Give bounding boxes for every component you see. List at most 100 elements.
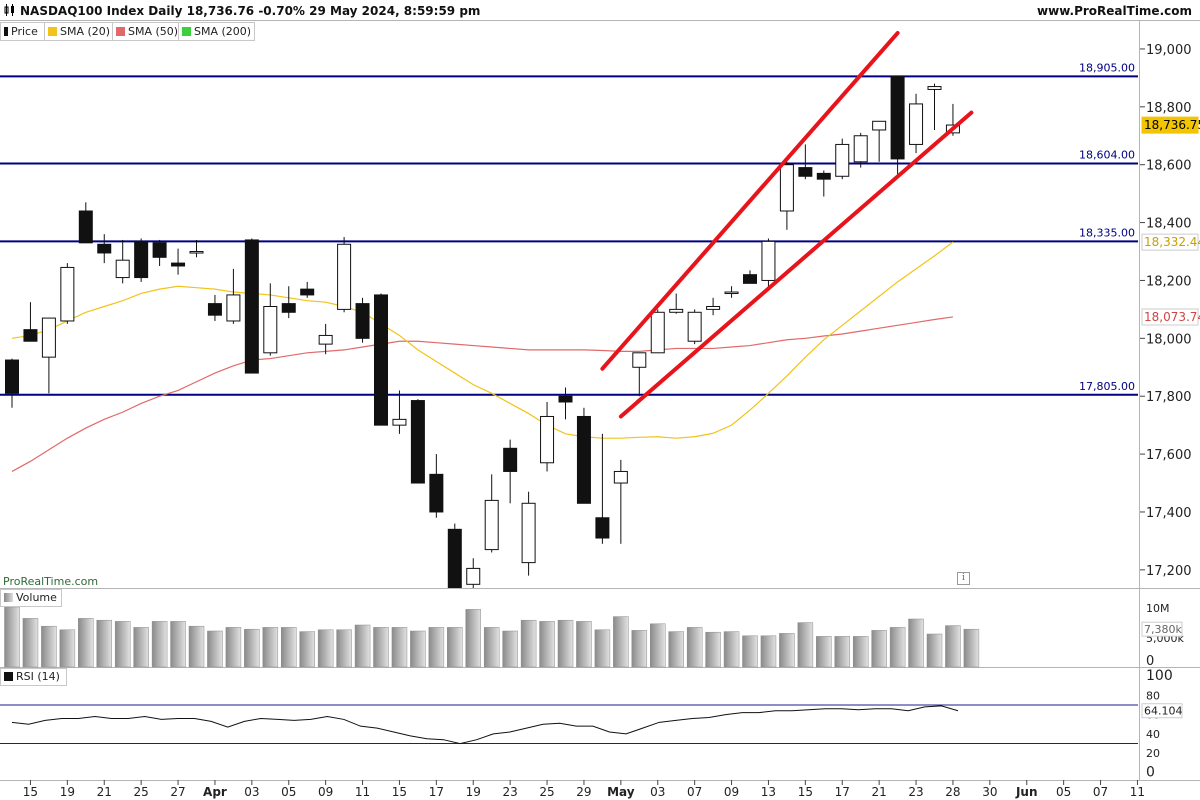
candle-body [5,359,19,394]
sma50-line [11,316,954,472]
candle [41,317,56,394]
x-tick-label: 17 [835,785,850,799]
volume-tick-label: 0 [1146,654,1154,669]
trendline [618,110,974,419]
candle-body [835,143,850,177]
candle [687,309,702,345]
legend-sma50[interactable]: SMA (50) [112,22,183,41]
candle [23,302,38,342]
candle-body [687,311,702,342]
volume-bar [539,621,555,668]
volume-bar [299,631,315,668]
x-tick-label: 05 [1056,785,1071,799]
price-swatch-icon [4,27,8,36]
volume-bar [871,630,887,668]
price-label: 18,073.74 [1141,308,1200,326]
x-tick-label: 17 [429,785,444,799]
candle [115,239,130,284]
volume-bar [797,622,814,668]
candle-body [761,240,776,281]
candle [632,352,647,397]
candle [171,248,186,275]
trendline [600,31,900,371]
candle-body [374,294,388,426]
candle-body [779,164,794,212]
price-axis: 17,200 17,400 17,600 17,800 18,000 18,200 18,4… [1140,43,1200,579]
x-tick-label: 28 [945,785,960,799]
candle [337,237,352,313]
candle [835,138,850,180]
candle-body [60,266,75,322]
volume-bar [133,627,149,668]
volume-bar [502,630,518,668]
legend-price[interactable]: Price [0,22,47,41]
y-tick-label: 17,200 [1146,564,1192,579]
candle [134,238,149,282]
candle [189,239,204,258]
rsi-legend[interactable]: RSI (14) [0,668,67,686]
volume-bar [705,631,721,668]
legend-sma200[interactable]: SMA (200) [178,22,255,41]
x-tick-label: 23 [908,785,923,799]
rsi-line [11,705,959,745]
candle-body [706,306,721,310]
volume-bar [483,627,500,668]
candle [706,297,721,316]
candle-body [207,303,222,316]
candle [244,238,259,374]
volume-bar [631,630,648,668]
x-tick-label: 11 [1130,785,1145,799]
site-link[interactable]: www.ProRealTime.com [1037,4,1192,18]
candle [558,387,573,420]
volume-bar [465,609,481,668]
candle [909,93,924,154]
info-icon[interactable]: i [957,572,970,585]
volume-bar [207,630,223,668]
candle-body [447,528,462,588]
volume-legend[interactable]: Volume [0,589,62,607]
candle-body [392,418,407,426]
x-tick-label: Apr [203,785,227,799]
volume-bar [225,627,242,668]
x-tick-label: May [607,785,635,799]
volume-bar [78,618,94,668]
candle [872,120,887,162]
volume-tick-label: 10M [1146,602,1170,615]
legend-sma20[interactable]: SMA (20) [44,22,115,41]
volume-bar [926,633,943,668]
chart-title: NASDAQ100 Index Daily 18,736.76 -0.70% 2… [20,4,481,18]
candle [503,439,518,504]
volume-bar [908,618,924,668]
x-tick-label: 25 [134,785,149,799]
x-tick-label: 05 [281,785,296,799]
candle [890,75,905,177]
price-label: 18,332.44 [1141,233,1200,251]
volume-bar [650,623,666,668]
candle [743,270,757,284]
candle-body [410,400,425,484]
candle-body [540,415,555,464]
candle [429,454,444,518]
x-tick-label: 09 [318,785,333,799]
candle-body [576,415,591,504]
candle-body [872,120,887,131]
candle [355,297,370,343]
candle [374,293,388,426]
volume-bar [594,629,611,668]
candle-body [318,334,333,345]
candle [78,202,93,244]
level-label: 18,335.00 [1079,226,1135,239]
x-tick-label: 23 [503,785,518,799]
price-label-text: 18,332.44 [1144,235,1200,249]
x-tick-label: 25 [539,785,554,799]
candle-body [632,352,647,368]
volume-swatch-icon [4,593,13,602]
candle-body [355,303,370,339]
level-label: 17,805.00 [1079,380,1135,393]
rsi-tick-label: 40 [1146,728,1160,741]
candle [226,268,241,324]
volume-bar [428,627,445,668]
volume-bar [410,630,426,668]
x-tick-label: 03 [244,785,259,799]
